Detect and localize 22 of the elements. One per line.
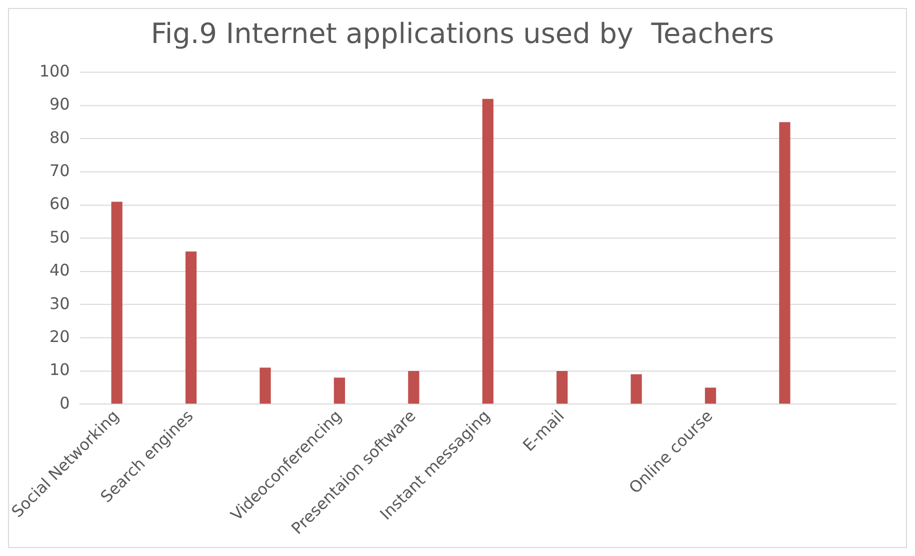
- bar: [779, 122, 790, 404]
- bar: [260, 368, 271, 404]
- y-tick-label: 100: [39, 62, 70, 80]
- y-tick-label: 90: [49, 94, 70, 114]
- y-tick-label: 50: [49, 227, 70, 246]
- y-tick-label: 40: [49, 260, 70, 280]
- y-tick-label: 80: [49, 128, 70, 147]
- y-tick-label: 20: [49, 326, 70, 346]
- bar: [556, 370, 568, 404]
- bar: [408, 370, 420, 404]
- bar: [630, 374, 642, 404]
- bar: [704, 388, 716, 404]
- bar: [185, 252, 197, 404]
- bar: [111, 202, 122, 404]
- y-tick-label: 60: [49, 194, 70, 214]
- bar: [482, 98, 494, 404]
- y-tick-label: 30: [49, 294, 70, 313]
- bar: [334, 378, 346, 404]
- y-tick-label: 0: [60, 393, 70, 412]
- y-tick-label: 70: [49, 161, 70, 180]
- y-tick-label: 10: [49, 360, 70, 380]
- chart-title: Fig.9 Internet applications used by Teachers: [150, 16, 774, 50]
